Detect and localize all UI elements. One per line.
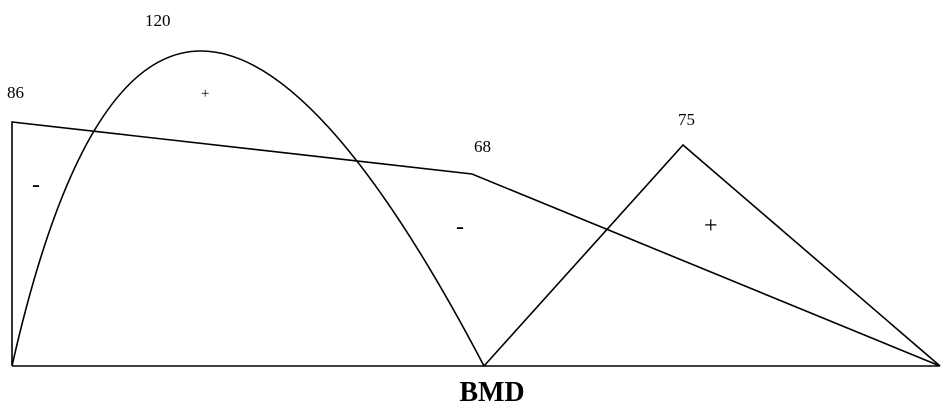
- negative-moment-line: [11, 121, 941, 367]
- first-peak-value-label: 120: [145, 11, 171, 30]
- positive-moment-parabola: [11, 50, 485, 367]
- middle-point-value-label: 68: [474, 137, 491, 156]
- first-span-positive-sign: +: [201, 86, 209, 102]
- middle-negative-sign: -: [456, 214, 464, 240]
- diagram-caption: BMD: [459, 377, 524, 408]
- second-peak-value-label: 75: [678, 110, 695, 129]
- left-negative-sign: -: [32, 172, 40, 198]
- positive-moment-triangle: [483, 143, 941, 367]
- second-span-positive-sign: +: [704, 213, 718, 239]
- left-end-value-label: 86: [7, 83, 24, 102]
